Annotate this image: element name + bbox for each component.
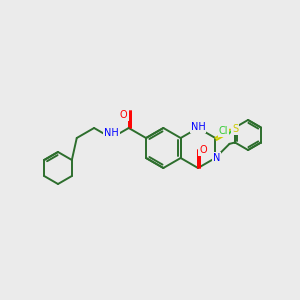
Text: S: S xyxy=(232,124,238,134)
Text: O: O xyxy=(199,145,207,155)
Text: Cl: Cl xyxy=(219,126,228,136)
Text: NH: NH xyxy=(104,128,119,138)
Text: NH: NH xyxy=(190,122,206,132)
Text: N: N xyxy=(213,153,220,163)
Text: O: O xyxy=(120,110,127,120)
